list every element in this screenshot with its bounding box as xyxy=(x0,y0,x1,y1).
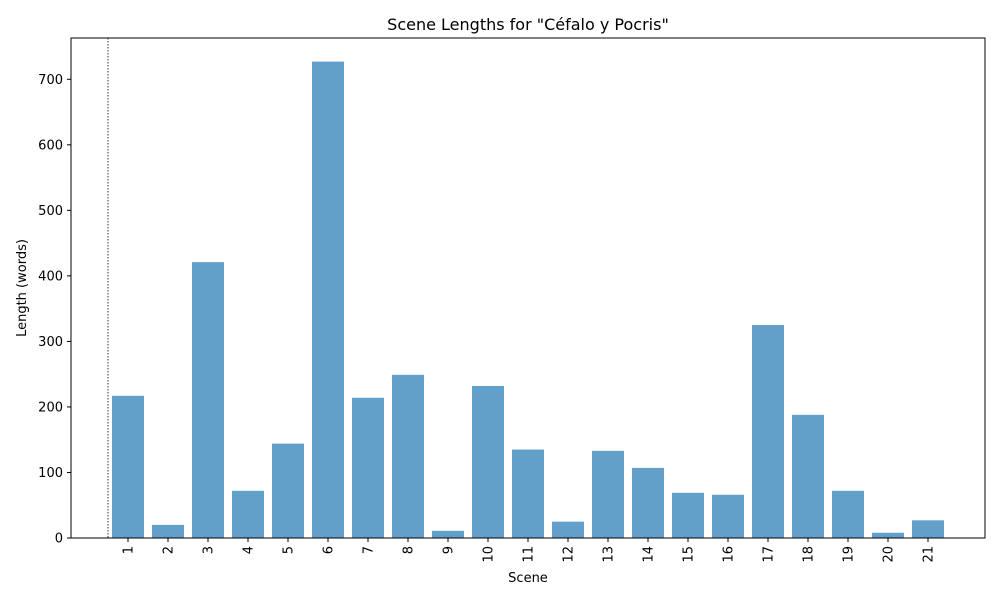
bar-scene-6 xyxy=(312,61,344,538)
y-tick-label: 100 xyxy=(38,466,63,481)
x-tick-label: 10 xyxy=(482,546,497,563)
x-tick-label: 12 xyxy=(562,546,577,563)
x-tick-label: 9 xyxy=(442,546,457,554)
x-tick-label: 13 xyxy=(602,546,617,563)
x-tick-label: 14 xyxy=(642,546,657,563)
bars-group xyxy=(112,61,944,538)
bar-scene-4 xyxy=(232,490,264,538)
x-tick-label: 18 xyxy=(802,546,817,563)
x-tick-label: 4 xyxy=(242,546,257,554)
x-tick-label: 7 xyxy=(362,546,377,554)
y-tick-label: 0 xyxy=(55,532,63,547)
y-tick-label: 700 xyxy=(38,73,63,88)
y-tick-label: 300 xyxy=(38,335,63,350)
bar-scene-7 xyxy=(352,397,384,538)
bar-scene-20 xyxy=(872,532,904,538)
bar-scene-17 xyxy=(752,325,784,538)
y-axis-ticks: 0 100 200 300 400 500 600 700 xyxy=(38,73,71,547)
bar-scene-9 xyxy=(432,530,464,538)
y-tick-label: 400 xyxy=(38,269,63,284)
x-tick-label: 21 xyxy=(922,546,937,563)
y-tick-label: 600 xyxy=(38,138,63,153)
chart-title: Scene Lengths for "Céfalo y Pocris" xyxy=(387,15,669,34)
x-axis-label: Scene xyxy=(508,571,548,586)
bar-scene-19 xyxy=(832,490,864,538)
x-tick-label: 3 xyxy=(202,546,217,554)
x-tick-label: 1 xyxy=(122,546,137,554)
bar-scene-14 xyxy=(632,467,664,538)
bar-scene-3 xyxy=(192,262,224,538)
y-tick-label: 200 xyxy=(38,400,63,415)
bar-scene-13 xyxy=(592,450,624,538)
bar-scene-15 xyxy=(672,492,704,538)
bar-scene-11 xyxy=(512,449,544,538)
x-tick-label: 19 xyxy=(842,546,857,563)
bar-scene-12 xyxy=(552,521,584,538)
bar-scene-21 xyxy=(912,520,944,538)
x-tick-label: 5 xyxy=(282,546,297,554)
bar-scene-8 xyxy=(392,374,424,538)
bar-scene-18 xyxy=(792,414,824,538)
x-tick-label: 16 xyxy=(722,546,737,563)
x-tick-label: 20 xyxy=(882,546,897,563)
x-tick-label: 8 xyxy=(402,546,417,554)
x-axis-ticks: 1 2 3 4 5 6 7 8 9 10 11 12 13 14 15 16 17 18 19 20 21 xyxy=(122,538,937,563)
y-axis-label: Length (words) xyxy=(15,239,30,337)
x-tick-label: 6 xyxy=(322,546,337,554)
bar-scene-16 xyxy=(712,494,744,538)
bar-scene-2 xyxy=(152,524,184,538)
x-tick-label: 15 xyxy=(682,546,697,563)
x-tick-label: 2 xyxy=(162,546,177,554)
x-tick-label: 11 xyxy=(522,546,537,563)
bar-scene-1 xyxy=(112,395,144,538)
y-tick-label: 500 xyxy=(38,204,63,219)
x-tick-label: 17 xyxy=(762,546,777,563)
bar-scene-10 xyxy=(472,385,504,538)
bar-scene-5 xyxy=(272,443,304,538)
